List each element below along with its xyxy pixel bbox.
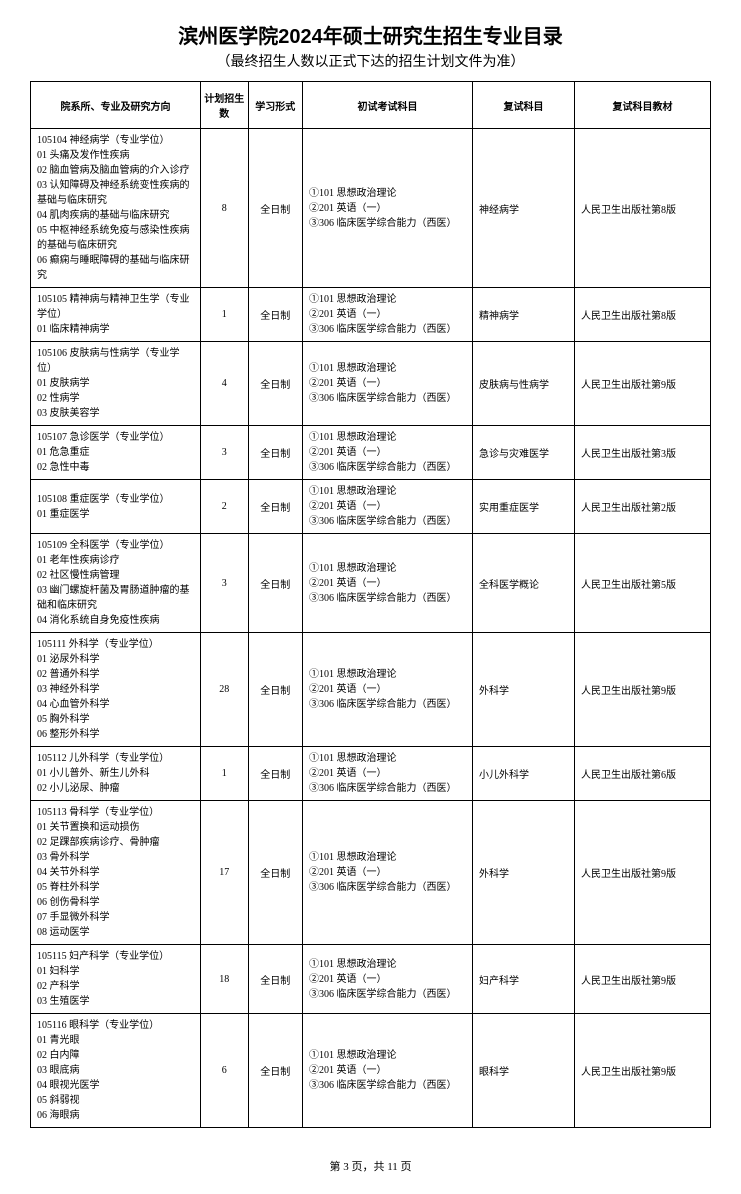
cell-subject: 妇产科学 bbox=[472, 945, 574, 1014]
cell-mode: 全日制 bbox=[248, 288, 302, 342]
table-row: 105112 儿外科学（专业学位）01 小儿普外、新生儿外科02 小儿泌尿、肿瘤… bbox=[31, 747, 711, 801]
cell-subject: 全科医学概论 bbox=[472, 534, 574, 633]
table-row: 105111 外科学（专业学位）01 泌尿外科学02 普通外科学03 神经外科学… bbox=[31, 633, 711, 747]
cell-exam: ①101 思想政治理论②201 英语（一）③306 临床医学综合能力（西医） bbox=[302, 342, 472, 426]
table-row: 105105 精神病与精神卫生学（专业学位）01 临床精神病学1全日制①101 … bbox=[31, 288, 711, 342]
cell-mode: 全日制 bbox=[248, 426, 302, 480]
cell-count: 3 bbox=[201, 426, 249, 480]
header-exam: 初试考试科目 bbox=[302, 82, 472, 129]
table-row: 105107 急诊医学（专业学位）01 危急重症02 急性中毒3全日制①101 … bbox=[31, 426, 711, 480]
cell-dept: 105106 皮肤病与性病学（专业学位）01 皮肤病学02 性病学03 皮肤美容… bbox=[31, 342, 201, 426]
table-header-row: 院系所、专业及研究方向 计划招生数 学习形式 初试考试科目 复试科目 复试科目教… bbox=[31, 82, 711, 129]
cell-exam: ①101 思想政治理论②201 英语（一）③306 临床医学综合能力（西医） bbox=[302, 426, 472, 480]
cell-textbook: 人民卫生出版社第6版 bbox=[574, 747, 710, 801]
cell-dept: 105104 神经病学（专业学位）01 头痛及发作性疾病02 脑血管病及脑血管病… bbox=[31, 129, 201, 288]
cell-mode: 全日制 bbox=[248, 945, 302, 1014]
cell-exam: ①101 思想政治理论②201 英语（一）③306 临床医学综合能力（西医） bbox=[302, 480, 472, 534]
cell-dept: 105115 妇产科学（专业学位）01 妇科学02 产科学03 生殖医学 bbox=[31, 945, 201, 1014]
cell-exam: ①101 思想政治理论②201 英语（一）③306 临床医学综合能力（西医） bbox=[302, 945, 472, 1014]
header-textbook: 复试科目教材 bbox=[574, 82, 710, 129]
cell-mode: 全日制 bbox=[248, 480, 302, 534]
cell-count: 28 bbox=[201, 633, 249, 747]
table-row: 105109 全科医学（专业学位）01 老年性疾病诊疗02 社区慢性病管理03 … bbox=[31, 534, 711, 633]
cell-dept: 105113 骨科学（专业学位）01 关节置换和运动损伤02 足踝部疾病诊疗、骨… bbox=[31, 801, 201, 945]
cell-subject: 眼科学 bbox=[472, 1014, 574, 1128]
header-dept: 院系所、专业及研究方向 bbox=[31, 82, 201, 129]
cell-subject: 急诊与灾难医学 bbox=[472, 426, 574, 480]
cell-dept: 105112 儿外科学（专业学位）01 小儿普外、新生儿外科02 小儿泌尿、肿瘤 bbox=[31, 747, 201, 801]
cell-subject: 外科学 bbox=[472, 801, 574, 945]
cell-dept: 105116 眼科学（专业学位）01 青光眼02 白内障03 眼底病04 眼视光… bbox=[31, 1014, 201, 1128]
page-title: 滨州医学院2024年硕士研究生招生专业目录 bbox=[30, 20, 711, 49]
cell-textbook: 人民卫生出版社第8版 bbox=[574, 129, 710, 288]
cell-exam: ①101 思想政治理论②201 英语（一）③306 临床医学综合能力（西医） bbox=[302, 1014, 472, 1128]
cell-dept: 105105 精神病与精神卫生学（专业学位）01 临床精神病学 bbox=[31, 288, 201, 342]
cell-textbook: 人民卫生出版社第9版 bbox=[574, 1014, 710, 1128]
cell-exam: ①101 思想政治理论②201 英语（一）③306 临床医学综合能力（西医） bbox=[302, 288, 472, 342]
table-row: 105106 皮肤病与性病学（专业学位）01 皮肤病学02 性病学03 皮肤美容… bbox=[31, 342, 711, 426]
cell-count: 17 bbox=[201, 801, 249, 945]
table-row: 105116 眼科学（专业学位）01 青光眼02 白内障03 眼底病04 眼视光… bbox=[31, 1014, 711, 1128]
page-subtitle: （最终招生人数以正式下达的招生计划文件为准） bbox=[30, 51, 711, 71]
cell-count: 4 bbox=[201, 342, 249, 426]
cell-count: 1 bbox=[201, 747, 249, 801]
cell-count: 18 bbox=[201, 945, 249, 1014]
cell-textbook: 人民卫生出版社第8版 bbox=[574, 288, 710, 342]
cell-exam: ①101 思想政治理论②201 英语（一）③306 临床医学综合能力（西医） bbox=[302, 633, 472, 747]
cell-subject: 精神病学 bbox=[472, 288, 574, 342]
cell-textbook: 人民卫生出版社第5版 bbox=[574, 534, 710, 633]
cell-subject: 皮肤病与性病学 bbox=[472, 342, 574, 426]
cell-mode: 全日制 bbox=[248, 747, 302, 801]
page-footer: 第 3 页，共 11 页 bbox=[30, 1158, 711, 1174]
cell-dept: 105109 全科医学（专业学位）01 老年性疾病诊疗02 社区慢性病管理03 … bbox=[31, 534, 201, 633]
cell-subject: 外科学 bbox=[472, 633, 574, 747]
cell-count: 8 bbox=[201, 129, 249, 288]
table-row: 105104 神经病学（专业学位）01 头痛及发作性疾病02 脑血管病及脑血管病… bbox=[31, 129, 711, 288]
cell-count: 2 bbox=[201, 480, 249, 534]
cell-count: 6 bbox=[201, 1014, 249, 1128]
cell-mode: 全日制 bbox=[248, 534, 302, 633]
header-count: 计划招生数 bbox=[201, 82, 249, 129]
cell-mode: 全日制 bbox=[248, 129, 302, 288]
cell-mode: 全日制 bbox=[248, 1014, 302, 1128]
cell-mode: 全日制 bbox=[248, 801, 302, 945]
table-row: 105113 骨科学（专业学位）01 关节置换和运动损伤02 足踝部疾病诊疗、骨… bbox=[31, 801, 711, 945]
cell-count: 1 bbox=[201, 288, 249, 342]
cell-exam: ①101 思想政治理论②201 英语（一）③306 临床医学综合能力（西医） bbox=[302, 747, 472, 801]
cell-subject: 小儿外科学 bbox=[472, 747, 574, 801]
catalog-table: 院系所、专业及研究方向 计划招生数 学习形式 初试考试科目 复试科目 复试科目教… bbox=[30, 81, 711, 1128]
cell-subject: 实用重症医学 bbox=[472, 480, 574, 534]
cell-textbook: 人民卫生出版社第2版 bbox=[574, 480, 710, 534]
cell-textbook: 人民卫生出版社第9版 bbox=[574, 945, 710, 1014]
cell-mode: 全日制 bbox=[248, 342, 302, 426]
cell-exam: ①101 思想政治理论②201 英语（一）③306 临床医学综合能力（西医） bbox=[302, 801, 472, 945]
header-mode: 学习形式 bbox=[248, 82, 302, 129]
cell-dept: 105108 重症医学（专业学位）01 重症医学 bbox=[31, 480, 201, 534]
header-subject: 复试科目 bbox=[472, 82, 574, 129]
cell-textbook: 人民卫生出版社第9版 bbox=[574, 342, 710, 426]
cell-textbook: 人民卫生出版社第9版 bbox=[574, 633, 710, 747]
cell-dept: 105107 急诊医学（专业学位）01 危急重症02 急性中毒 bbox=[31, 426, 201, 480]
cell-exam: ①101 思想政治理论②201 英语（一）③306 临床医学综合能力（西医） bbox=[302, 129, 472, 288]
table-row: 105115 妇产科学（专业学位）01 妇科学02 产科学03 生殖医学18全日… bbox=[31, 945, 711, 1014]
cell-textbook: 人民卫生出版社第3版 bbox=[574, 426, 710, 480]
cell-textbook: 人民卫生出版社第9版 bbox=[574, 801, 710, 945]
table-row: 105108 重症医学（专业学位）01 重症医学2全日制①101 思想政治理论②… bbox=[31, 480, 711, 534]
cell-mode: 全日制 bbox=[248, 633, 302, 747]
cell-count: 3 bbox=[201, 534, 249, 633]
cell-subject: 神经病学 bbox=[472, 129, 574, 288]
cell-dept: 105111 外科学（专业学位）01 泌尿外科学02 普通外科学03 神经外科学… bbox=[31, 633, 201, 747]
cell-exam: ①101 思想政治理论②201 英语（一）③306 临床医学综合能力（西医） bbox=[302, 534, 472, 633]
